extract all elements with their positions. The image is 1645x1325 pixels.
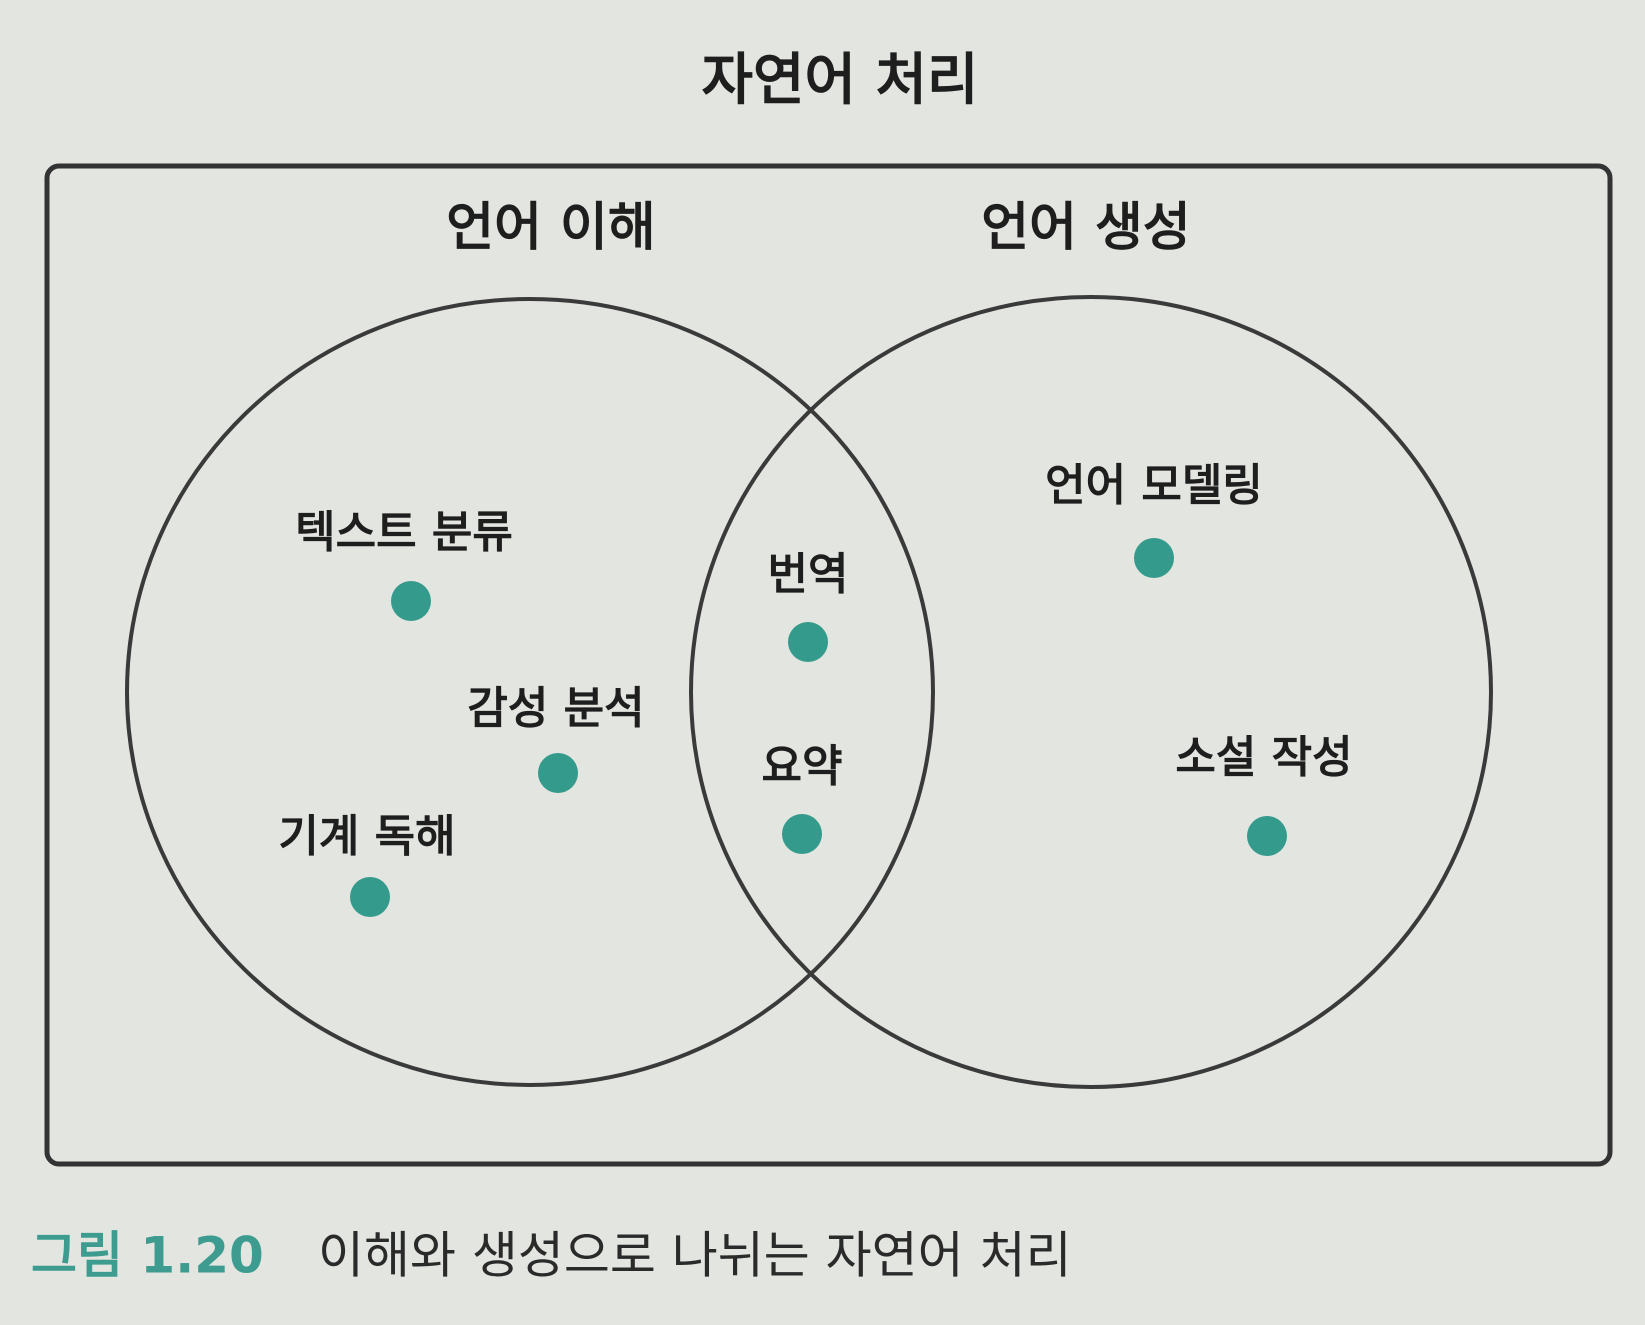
item-label: 번역 [768, 549, 849, 600]
item-label: 소설 작성 [1175, 732, 1352, 783]
item-dot [782, 814, 822, 854]
item-label: 기계 독해 [278, 811, 455, 862]
set-label: 언어 생성 [981, 198, 1190, 258]
item-label: 감성 분석 [467, 683, 644, 734]
item-dot [1134, 538, 1174, 578]
set-label: 언어 이해 [446, 198, 655, 258]
set-circle [689, 295, 1493, 1089]
figure-number: 그림 1.20 [31, 1227, 264, 1285]
item-dot [350, 877, 390, 917]
set-circle [125, 297, 935, 1087]
item-dot [538, 753, 578, 793]
item-dot [788, 622, 828, 662]
frame [44, 163, 1613, 1167]
item-label: 요약 [762, 741, 843, 792]
item-label: 텍스트 분류 [295, 507, 513, 558]
figure-caption: 이해와 생성으로 나뉘는 자연어 처리 [318, 1227, 1072, 1285]
item-dot [391, 581, 431, 621]
diagram-title: 자연어 처리 [701, 48, 978, 113]
item-dot [1247, 816, 1287, 856]
item-label: 언어 모델링 [1045, 460, 1263, 511]
